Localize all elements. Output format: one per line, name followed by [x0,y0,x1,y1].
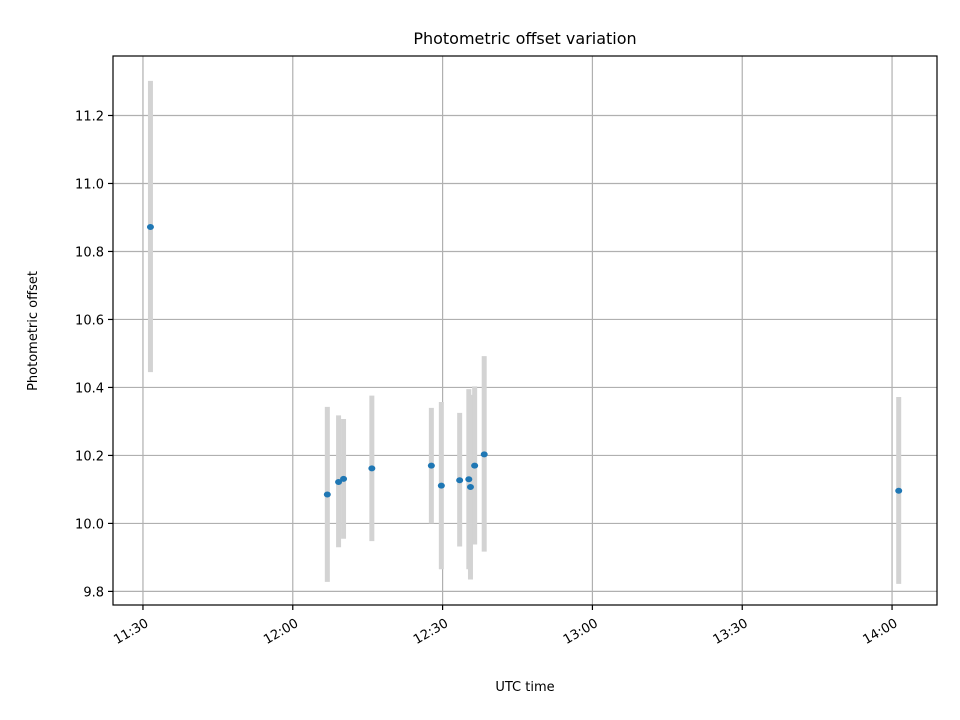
data-point [437,482,445,489]
y-tick-label: 10.4 [75,381,104,396]
x-tick-label: 12:30 [411,616,451,648]
axis-ticks: 11:30 12:00 12:30 13:00 13:30 14:00 9.8 10.0 10.… [75,109,900,647]
x-tick-label: 13:30 [711,616,751,648]
data-point [465,476,473,483]
y-tick-label: 10.6 [75,313,104,328]
grid [113,56,937,605]
y-tick-label: 10.8 [75,245,104,260]
y-tick-label: 11.2 [75,109,104,124]
y-tick-label: 10.0 [75,517,104,532]
data-point [335,478,343,485]
x-axis-label: UTC time [495,680,554,695]
chart-title: Photometric offset variation [413,29,636,48]
data-point [427,462,435,469]
data-point [895,487,903,494]
x-tick-label: 13:00 [561,616,601,648]
error-bars [147,80,902,584]
plot-frame [112,55,938,606]
y-axis-label: Photometric offset [26,271,41,391]
data-point [340,475,348,482]
x-tick-label: 11:30 [111,616,151,648]
y-tick-label: 9.8 [83,585,104,600]
y-tick-label: 10.2 [75,449,104,464]
data-point [146,223,154,230]
data-point [368,465,376,472]
data-points [146,223,903,498]
x-tick-label: 14:00 [861,616,901,648]
x-tick-label: 12:00 [261,616,301,648]
data-point [466,484,474,491]
y-tick-label: 11.0 [75,177,104,192]
data-point [471,462,479,469]
data-point [323,491,331,498]
data-point [456,477,464,484]
data-point [480,451,488,458]
